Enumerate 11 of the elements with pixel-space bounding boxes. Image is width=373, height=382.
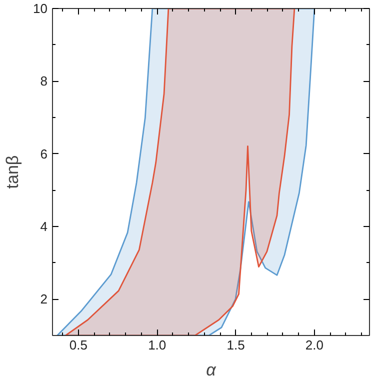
y-axis-title: tanβ — [3, 155, 22, 189]
y-tick-label: 4 — [40, 219, 48, 234]
x-axis-title: α — [206, 360, 218, 380]
x-tick-label: 1.5 — [226, 338, 245, 352]
y-tick-label: 10 — [33, 1, 48, 16]
x-tick-label: 1.0 — [148, 338, 166, 352]
x-tick-label: 2.0 — [305, 338, 324, 352]
y-tick-label: 6 — [40, 146, 48, 162]
y-tick-label: 2 — [40, 292, 48, 307]
y-tick-label: 8 — [40, 74, 48, 89]
x-tick-label: 0.5 — [69, 338, 88, 352]
